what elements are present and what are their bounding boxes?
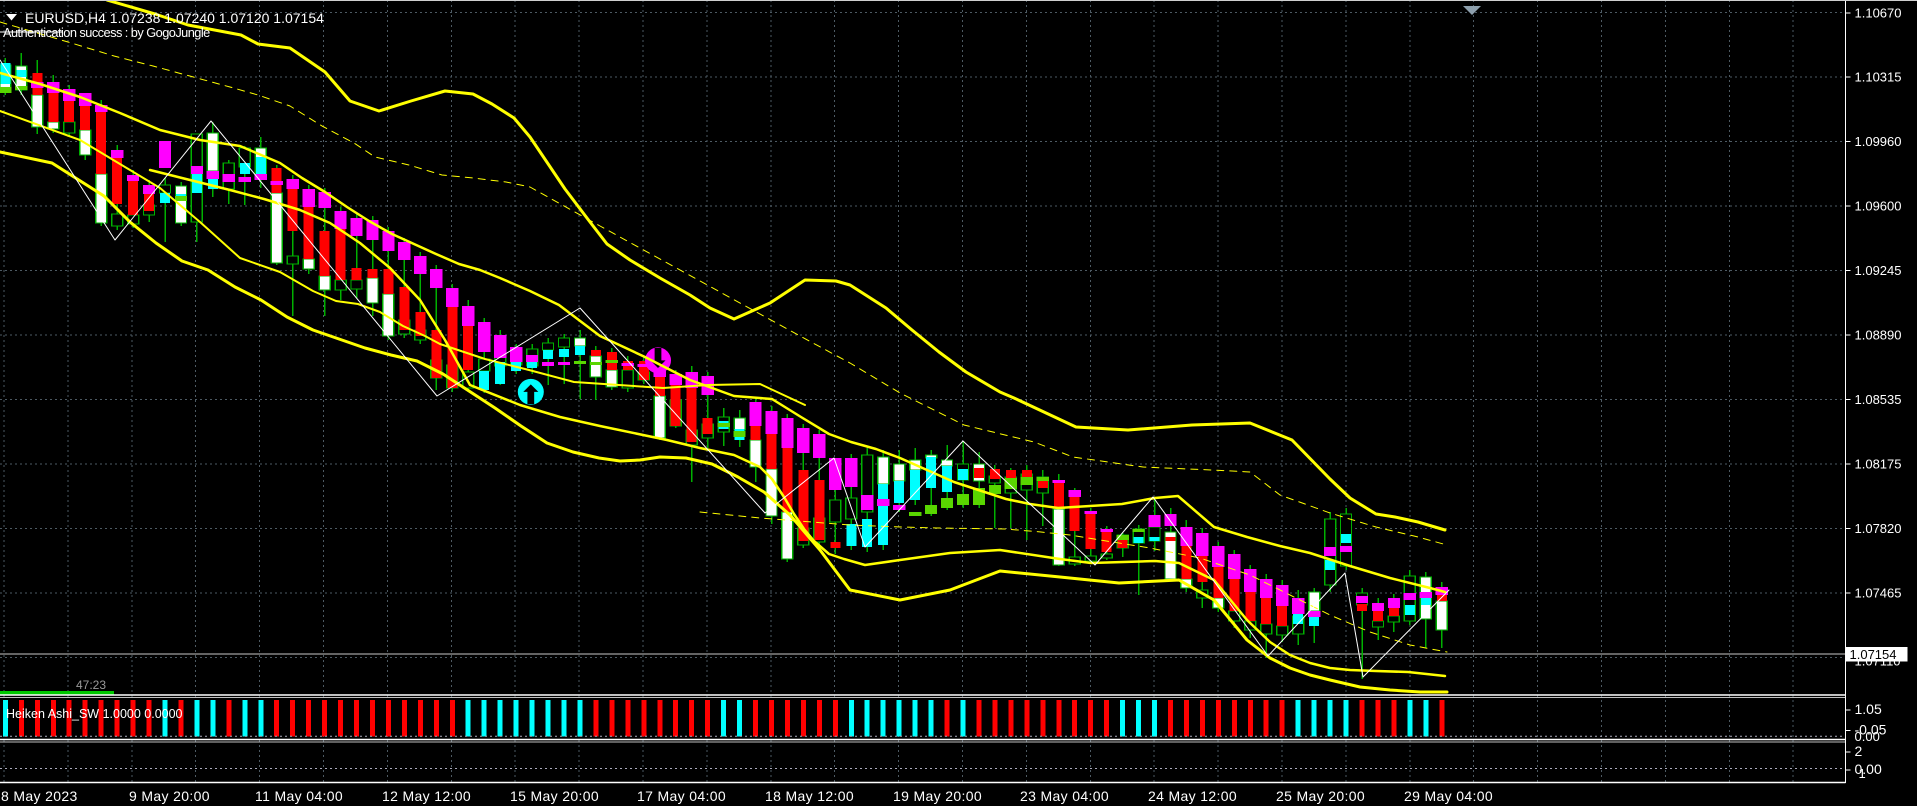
svg-text:0.00: 0.00 bbox=[1855, 761, 1882, 777]
svg-text:24 May 12:00: 24 May 12:00 bbox=[1148, 788, 1237, 804]
svg-text:1.08890: 1.08890 bbox=[1855, 328, 1902, 343]
svg-text:23 May 04:00: 23 May 04:00 bbox=[1020, 788, 1109, 804]
svg-text:29 May 04:00: 29 May 04:00 bbox=[1404, 788, 1493, 804]
svg-text:0.00: 0.00 bbox=[1855, 729, 1880, 744]
svg-text:12 May 12:00: 12 May 12:00 bbox=[382, 788, 471, 804]
svg-text:1.09960: 1.09960 bbox=[1855, 134, 1902, 149]
svg-text:1.09600: 1.09600 bbox=[1855, 199, 1902, 214]
svg-text:1.08175: 1.08175 bbox=[1855, 457, 1902, 472]
svg-text:2: 2 bbox=[1855, 743, 1863, 759]
svg-text:EURUSD,H4 1.07238 1.07240 1.0: EURUSD,H4 1.07238 1.07240 1.07120 1.0715… bbox=[25, 10, 324, 26]
svg-text:1.09245: 1.09245 bbox=[1855, 263, 1902, 278]
svg-text:1.08535: 1.08535 bbox=[1855, 392, 1902, 407]
svg-text:9 May 20:00: 9 May 20:00 bbox=[129, 788, 210, 804]
svg-text:1: 1 bbox=[1859, 766, 1866, 781]
svg-text:19 May 20:00: 19 May 20:00 bbox=[893, 788, 982, 804]
svg-text:11 May 04:00: 11 May 04:00 bbox=[255, 788, 343, 804]
svg-text:1.10670: 1.10670 bbox=[1855, 6, 1902, 21]
svg-text:25 May 20:00: 25 May 20:00 bbox=[1276, 788, 1365, 804]
svg-text:1.05: 1.05 bbox=[1855, 701, 1882, 717]
svg-text:Authentication success : by Go: Authentication success : by GogoJungle bbox=[3, 25, 210, 40]
svg-text:17 May 04:00: 17 May 04:00 bbox=[637, 788, 726, 804]
svg-text:8 May 2023: 8 May 2023 bbox=[1, 788, 78, 804]
svg-text:1.07820: 1.07820 bbox=[1855, 521, 1902, 536]
svg-text:1.07465: 1.07465 bbox=[1855, 586, 1902, 601]
svg-text:1.10315: 1.10315 bbox=[1855, 70, 1902, 85]
svg-text:-0.05: -0.05 bbox=[1855, 722, 1887, 738]
svg-text:47:23: 47:23 bbox=[76, 678, 106, 692]
svg-text:18 May 12:00: 18 May 12:00 bbox=[765, 788, 854, 804]
svg-text:1.07154: 1.07154 bbox=[1850, 647, 1897, 662]
svg-text:15 May 20:00: 15 May 20:00 bbox=[510, 788, 599, 804]
svg-text:Heiken Ashi_SW 1.0000 0.0000: Heiken Ashi_SW 1.0000 0.0000 bbox=[6, 707, 183, 721]
